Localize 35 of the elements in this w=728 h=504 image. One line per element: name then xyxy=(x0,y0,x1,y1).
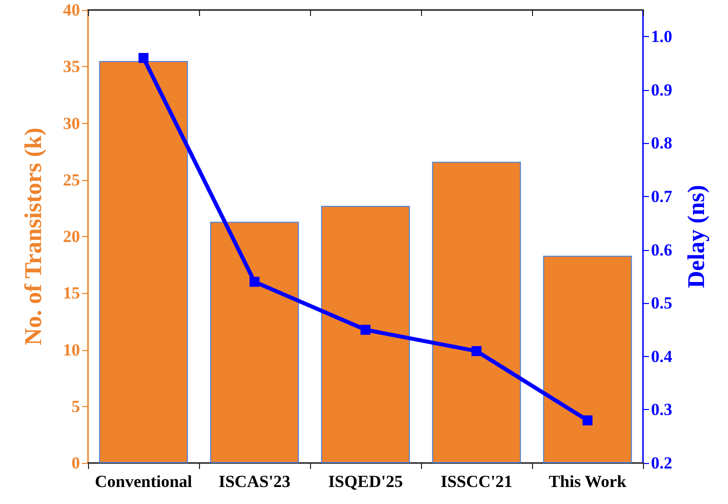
y2-axis-title: Delay (ns) xyxy=(684,184,710,288)
bar xyxy=(321,206,410,463)
y2-tick-label: 0.4 xyxy=(651,346,673,366)
x-tick-label: ISSCC'21 xyxy=(440,472,512,491)
y2-tick-label: 0.7 xyxy=(651,187,673,206)
x-tick-label: ISCAS'23 xyxy=(218,472,290,491)
y2-tick-label: 1.0 xyxy=(651,27,672,46)
y2-tick-label: 0.2 xyxy=(651,454,672,472)
bar xyxy=(99,60,188,463)
x-tick-label: ISQED'25 xyxy=(328,472,403,491)
point xyxy=(138,52,148,63)
y-axis-title: No. of Transistors (k) xyxy=(21,128,47,346)
y-tick-label: 15 xyxy=(63,284,80,303)
y-tick-label: 5 xyxy=(72,396,80,416)
y2-tick-label: 0.9 xyxy=(651,80,672,100)
y2-tick-label: 0.3 xyxy=(651,400,672,420)
y-tick-label: 20 xyxy=(63,227,80,246)
point xyxy=(582,415,592,426)
y-tick-label: 25 xyxy=(63,170,80,190)
point xyxy=(360,324,370,335)
bar xyxy=(210,222,299,463)
y2-tick-label: 0.8 xyxy=(651,134,672,153)
bar xyxy=(543,256,632,463)
y2-tick-label: 0.6 xyxy=(651,240,672,260)
y-tick-label: 40 xyxy=(63,0,80,20)
y-tick-label: 30 xyxy=(63,114,80,133)
point xyxy=(250,276,260,287)
point xyxy=(472,346,482,356)
x-tick-label: This Work xyxy=(548,472,627,491)
y-tick-label: 10 xyxy=(63,340,80,360)
x-tick-label: Conventional xyxy=(94,472,192,491)
bar xyxy=(432,162,521,463)
y-tick-label: 35 xyxy=(63,57,80,76)
y2-tick-label: 0.5 xyxy=(651,294,672,313)
y-tick-label: 0 xyxy=(72,454,80,472)
